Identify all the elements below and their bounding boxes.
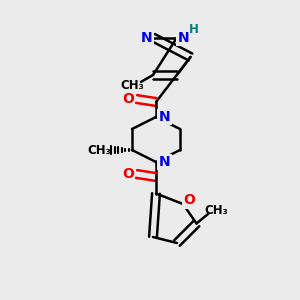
Text: O: O xyxy=(122,92,134,106)
Text: N: N xyxy=(141,31,152,44)
Text: CH₃: CH₃ xyxy=(120,79,144,92)
Text: N: N xyxy=(159,155,170,169)
Text: H: H xyxy=(189,22,198,36)
Text: N: N xyxy=(159,110,170,124)
Text: O: O xyxy=(183,194,195,207)
Text: O: O xyxy=(122,167,134,181)
Text: N: N xyxy=(178,31,189,44)
Text: CH₃: CH₃ xyxy=(87,143,111,157)
Text: CH₃: CH₃ xyxy=(204,203,228,217)
